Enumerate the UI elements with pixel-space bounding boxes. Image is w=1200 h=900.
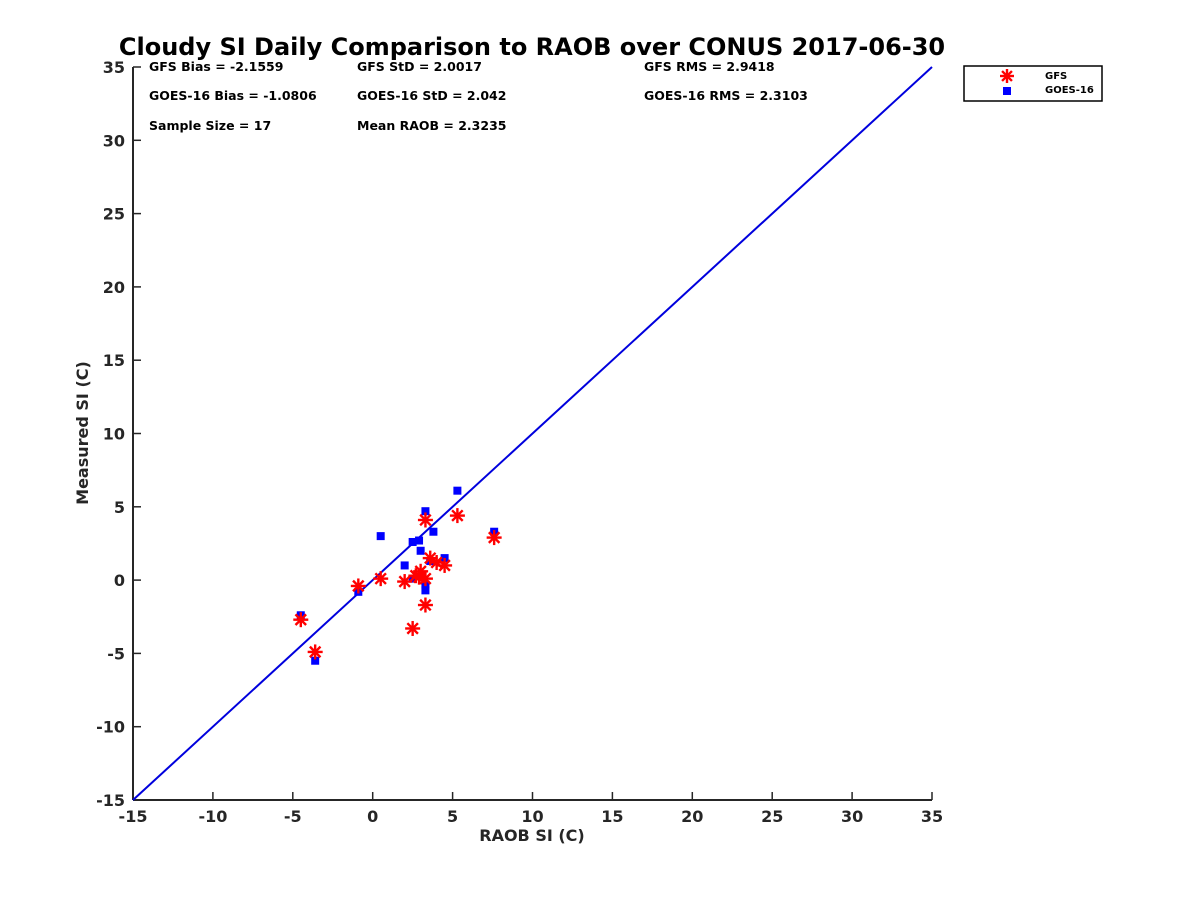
gfs-point — [397, 574, 413, 590]
x-tick-label: 5 — [447, 807, 458, 826]
gfs-point — [417, 597, 433, 613]
y-tick-label: 0 — [114, 571, 125, 590]
gfs-point — [449, 508, 465, 524]
y-tick-label: -10 — [96, 718, 125, 737]
x-tick-label: -15 — [119, 807, 148, 826]
stat-text: GOES-16 RMS = 2.3103 — [644, 88, 808, 103]
plot-area: -15 -10 -5 0 5 10 15 20 25 30 35 -15 -10 -5 0 5 10 15 20 25… — [96, 58, 943, 826]
gfs-point — [486, 530, 502, 546]
y-tick-label: 30 — [103, 131, 125, 150]
gfs-point — [350, 578, 366, 594]
goes16-point — [429, 527, 438, 536]
stat-text: GFS Bias = -2.1559 — [149, 59, 283, 74]
y-tick-label: -5 — [107, 644, 125, 663]
stat-text: GOES-16 StD = 2.042 — [357, 88, 506, 103]
x-tick-label: -10 — [198, 807, 227, 826]
series-gfs — [293, 508, 502, 660]
goes16-point — [453, 486, 462, 495]
legend-entry-label: GOES-16 — [1045, 85, 1094, 96]
one-to-one-line — [132, 66, 933, 801]
gfs-point — [373, 571, 389, 587]
gfs-point — [437, 557, 453, 573]
chart-title: Cloudy SI Daily Comparison to RAOB over … — [119, 33, 945, 61]
stat-text: Sample Size = 17 — [149, 118, 271, 133]
goes16-point — [416, 546, 425, 555]
goes16-point — [376, 532, 385, 541]
x-axis-label: RAOB SI (C) — [479, 826, 584, 845]
legend-gfs-marker — [1000, 69, 1014, 83]
x-tick-label: 10 — [521, 807, 543, 826]
y-tick-label: 35 — [103, 58, 125, 77]
y-axis-label: Measured SI (C) — [73, 361, 92, 505]
y-tick-label: 5 — [114, 498, 125, 517]
gfs-point — [417, 512, 433, 528]
gfs-point — [411, 569, 427, 585]
stat-text: GFS StD = 2.0017 — [357, 59, 482, 74]
y-tick-label: 25 — [103, 205, 125, 224]
gfs-point — [405, 620, 421, 636]
goes16-point — [415, 536, 424, 545]
series-goes-16 — [296, 486, 499, 665]
x-tick-label: -5 — [284, 807, 302, 826]
x-tick-label: 0 — [367, 807, 378, 826]
y-tick-label: 15 — [103, 351, 125, 370]
stat-text: Mean RAOB = 2.3235 — [357, 118, 506, 133]
x-tick-label: 35 — [921, 807, 943, 826]
y-tick-label: -15 — [96, 791, 125, 810]
x-tick-label: 15 — [601, 807, 623, 826]
stats-panel: GFS Bias = -2.1559 GFS StD = 2.0017 GFS RM… — [149, 59, 808, 133]
goes16-point — [408, 537, 417, 546]
x-tick-label: 20 — [681, 807, 703, 826]
gfs-point — [293, 612, 309, 628]
legend-box — [963, 65, 1103, 102]
legend-goes16-marker — [1003, 87, 1011, 95]
x-tick-label: 25 — [761, 807, 783, 826]
y-tick-label: 20 — [103, 278, 125, 297]
gfs-point — [307, 644, 323, 660]
goes16-point — [421, 507, 430, 516]
goes16-point — [421, 586, 430, 595]
goes16-point — [311, 656, 320, 665]
stat-text: GFS RMS = 2.9418 — [644, 59, 775, 74]
legend-entry-label: GFS — [1045, 71, 1067, 82]
y-tick-label: 10 — [103, 425, 125, 444]
x-tick-label: 30 — [841, 807, 863, 826]
goes16-point — [400, 561, 409, 570]
stat-text: GOES-16 Bias = -1.0806 — [149, 88, 317, 103]
legend: GFS GOES-16 — [963, 65, 1103, 102]
